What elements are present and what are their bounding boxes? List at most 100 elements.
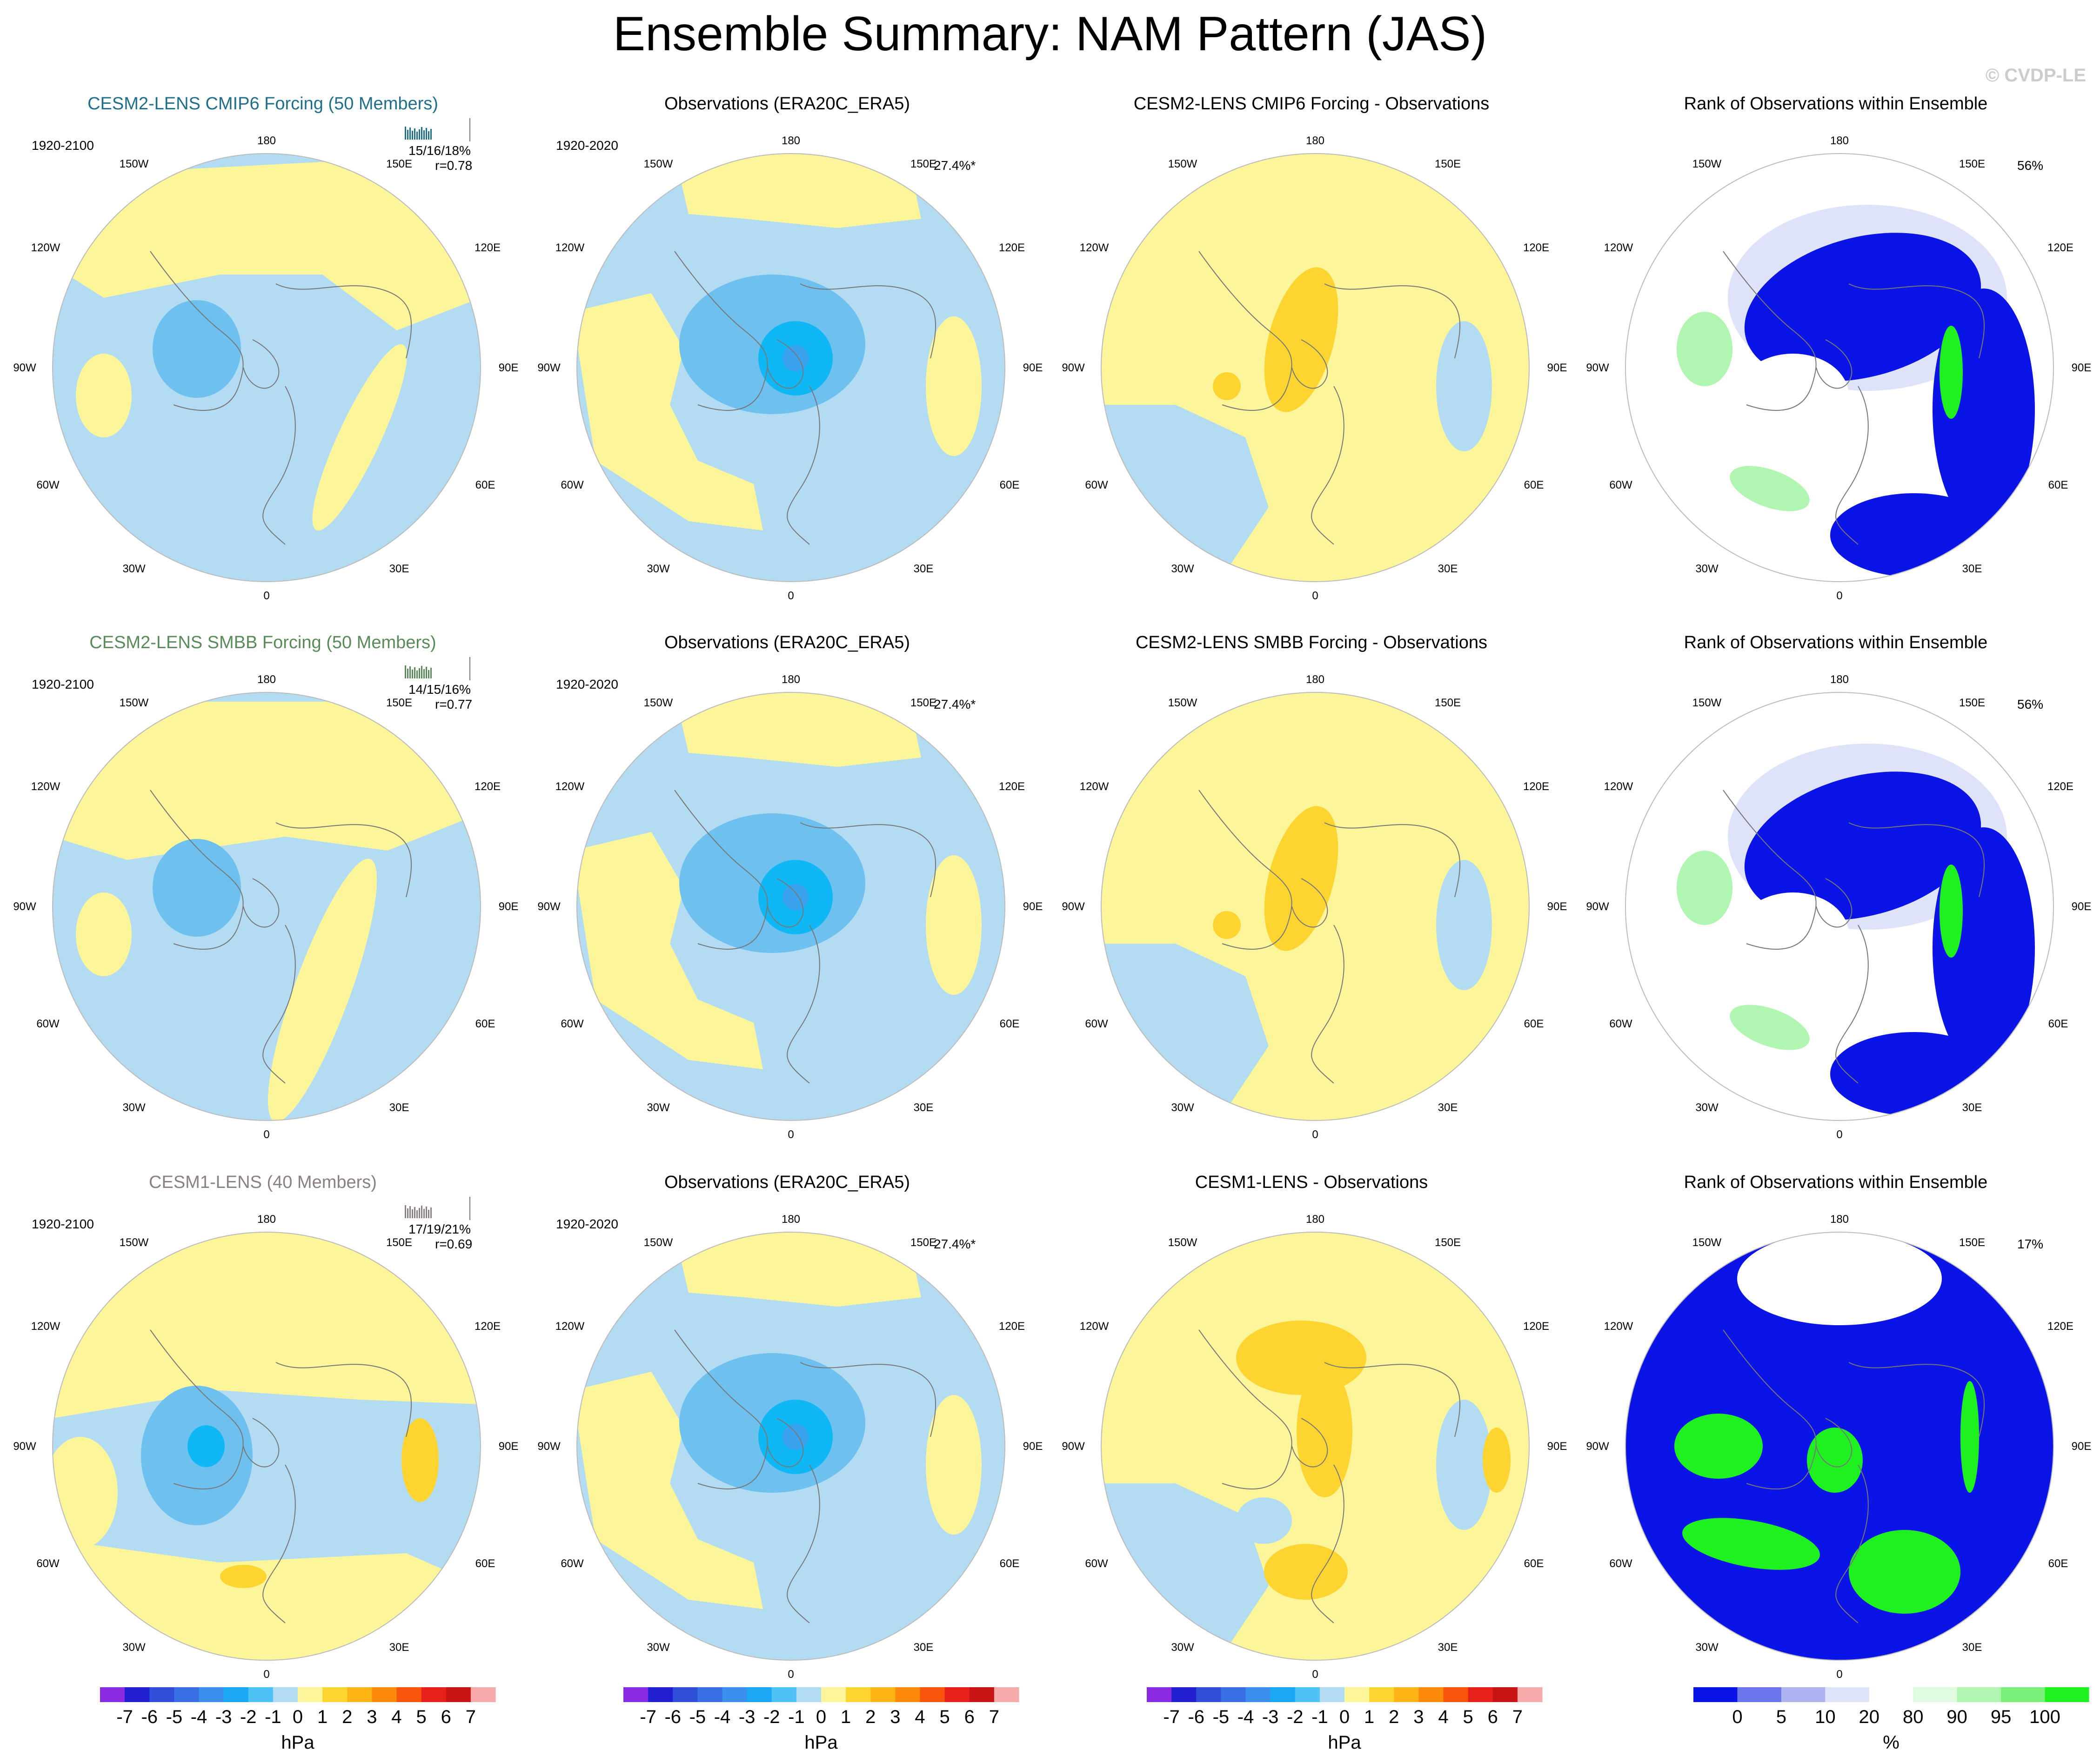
lon-label-120E: 120E — [475, 1320, 501, 1333]
coastline — [1311, 386, 1344, 545]
coastline — [1816, 878, 1853, 928]
colorbar-hpa-tick-label: 1 — [317, 1707, 328, 1727]
histogram-bar — [421, 666, 422, 678]
histogram-bar — [419, 1208, 420, 1218]
coastline — [1324, 822, 1461, 898]
histogram-bar — [409, 666, 411, 678]
colorbar-hpa-swatch — [470, 1687, 496, 1702]
lon-label-60E: 60E — [1524, 1018, 1544, 1030]
colorbar-hpa-2: -7 -6 -5 -4 -3 -2 -1 0 1 2 3 4 5 6 7 hPa — [623, 1687, 1019, 1753]
histogram-bar — [412, 670, 413, 678]
positive-region — [53, 1539, 481, 1660]
colorbar-hpa-swatch — [1369, 1687, 1394, 1702]
histogram-bar — [412, 131, 413, 140]
colorbar-hpa-tick-label: -6 — [141, 1707, 158, 1727]
lon-label-30W: 30W — [122, 1101, 146, 1114]
histogram-bar — [423, 130, 425, 140]
colorbar-rank-swatch — [1825, 1687, 1870, 1702]
negative-core — [153, 300, 241, 398]
lon-label-180: 180 — [782, 673, 800, 686]
histogram-bar — [421, 127, 422, 140]
lon-label-120E: 120E — [1523, 1320, 1549, 1333]
coastline — [800, 822, 936, 898]
lon-label-90E: 90E — [499, 1440, 519, 1453]
colorbar-hpa-swatch — [223, 1687, 249, 1702]
rank-title: Rank of Observations within Ensemble — [1684, 633, 1988, 652]
period-label: 1920-2020 — [556, 138, 618, 153]
ensemble-histogram — [405, 118, 470, 141]
watermark: © CVDP-LE — [1985, 65, 2086, 86]
lon-label-180: 180 — [1306, 1213, 1324, 1226]
period-label: 1920-2020 — [556, 677, 618, 691]
histogram-bar — [416, 671, 418, 678]
positive-region — [76, 354, 132, 437]
lon-label-150W: 150W — [1168, 697, 1197, 709]
lon-label-150W: 150W — [644, 697, 673, 709]
colorbar-hpa-tick-label: -1 — [265, 1707, 281, 1727]
colorbar-hpa-tick-label: 3 — [890, 1707, 900, 1727]
colorbar-hpa-swatch — [623, 1687, 649, 1702]
rank-high-region — [1674, 1414, 1763, 1479]
lon-label-150E: 150E — [386, 158, 412, 170]
lon-label-30W: 30W — [1695, 1641, 1719, 1654]
rank-mid-region — [1737, 892, 1849, 976]
coastline — [243, 339, 280, 389]
positive-region — [675, 692, 921, 767]
coastline — [1291, 339, 1328, 389]
colorbar-hpa-tick-label: 3 — [367, 1707, 377, 1727]
lon-label-30W: 30W — [647, 1641, 670, 1654]
lon-label-150E: 150E — [910, 697, 936, 709]
lon-label-90W: 90W — [537, 1440, 561, 1453]
lon-label-0: 0 — [1312, 1128, 1318, 1141]
coastline — [1198, 1329, 1292, 1489]
colorbar-hpa-tick-label: -3 — [1262, 1707, 1279, 1727]
colorbar-hpa-swatch — [994, 1687, 1019, 1702]
coastline — [262, 925, 296, 1084]
lon-label-90W: 90W — [1062, 362, 1085, 374]
map-border — [576, 153, 1005, 582]
lon-label-60W: 60W — [1609, 479, 1632, 491]
coastline — [787, 1464, 820, 1623]
positive-region — [577, 293, 763, 530]
lon-label-120W: 120W — [1604, 241, 1633, 254]
panel-rank-1: 180 0 150W 120W 90W 60W 30W 150E 120E 90E 60E 30E Ra… — [1573, 88, 2099, 627]
colorbar-hpa-swatch — [1196, 1687, 1221, 1702]
lon-label-150W: 150W — [644, 1236, 673, 1249]
rank-high-region — [1677, 851, 1732, 925]
lon-label-0: 0 — [1836, 590, 1842, 602]
colorbar-hpa-tick-label: 4 — [1438, 1707, 1448, 1727]
positive-core — [220, 1565, 267, 1588]
colorbar-hpa-tick-label: -4 — [191, 1707, 207, 1727]
panel-model-3: 180 0 150W 120W 90W 60W 30W 150E 120E 90E 60E 30E CE… — [0, 1167, 526, 1706]
rank-title: Rank of Observations within Ensemble — [1684, 1173, 1988, 1192]
lon-label-60W: 60W — [36, 1557, 60, 1570]
lon-label-150E: 150E — [1959, 1236, 1985, 1249]
lon-label-120W: 120W — [1604, 1320, 1633, 1333]
coastline — [150, 1329, 244, 1489]
coastline — [262, 1464, 296, 1623]
panel-model-1: 180 0 150W 120W 90W 60W 30W 150E 120E 90E 60E 30E CE… — [0, 88, 526, 627]
lon-label-0: 0 — [1836, 1668, 1842, 1681]
page-title: Ensemble Summary: NAM Pattern (JAS) — [613, 7, 1487, 61]
negative-region — [1436, 860, 1492, 990]
coastline — [1816, 1418, 1853, 1468]
lon-label-90E: 90E — [2072, 362, 2092, 374]
lon-label-60W: 60W — [561, 1018, 584, 1030]
lon-label-120W: 120W — [1080, 780, 1109, 793]
histogram-bar — [423, 1209, 425, 1218]
colorbar-hpa-tick-label: -3 — [739, 1707, 756, 1727]
lon-label-30E: 30E — [1438, 1641, 1458, 1654]
colorbar-hpa-tick-label: -5 — [1213, 1707, 1230, 1727]
panel-observations-1: 180 0 150W 120W 90W 60W 30W 150E 120E 90E 60E 30E Ob… — [524, 88, 1050, 627]
lon-label-180: 180 — [257, 673, 276, 686]
coastline — [1198, 251, 1292, 411]
colorbar-hpa-swatch — [174, 1687, 199, 1702]
lon-label-90E: 90E — [2072, 1440, 2092, 1453]
coastline — [1848, 283, 1985, 359]
colorbar-rank-swatch — [2001, 1687, 2046, 1702]
histogram-bar — [416, 1210, 418, 1218]
negative-max — [187, 1425, 225, 1467]
explained-variance: 27.4%* — [934, 158, 976, 173]
ensemble-stats: 17/19/21% — [408, 1222, 471, 1236]
lon-label-90W: 90W — [1586, 900, 1609, 913]
